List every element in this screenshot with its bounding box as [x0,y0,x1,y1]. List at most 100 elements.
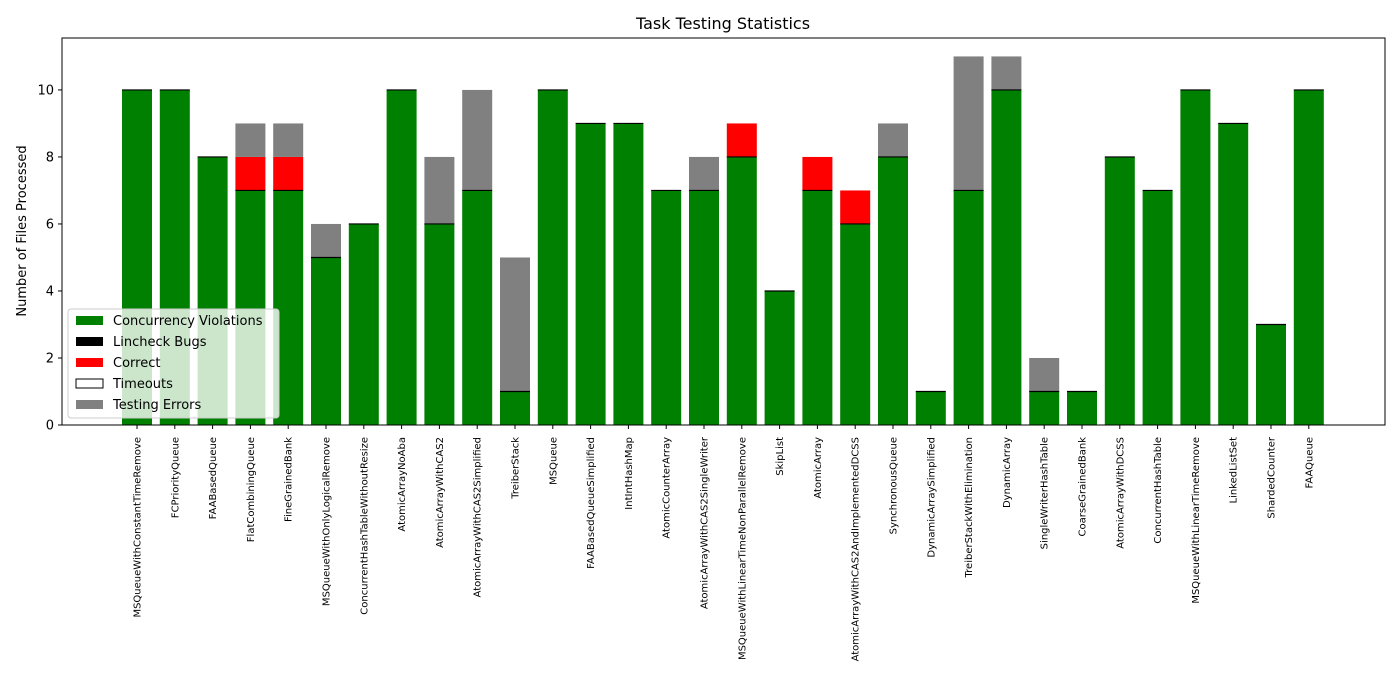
x-tick-label: AtomicArrayWithCAS2Simplified [473,437,484,597]
bar-segment-concurrency-violations [1104,156,1135,425]
bar-segment-testing-errors [878,123,908,157]
bar-segment-concurrency-violations [953,190,984,425]
bar-segment-concurrency-violations [764,290,795,425]
y-tick-label: 2 [46,351,54,366]
x-tick-label: AtomicArray [813,437,824,499]
legend-label: Lincheck Bugs [113,335,207,350]
bar-segment-concurrency-violations [348,223,379,425]
bar-segment-concurrency-violations [500,391,530,425]
bar-segment-concurrency-violations [424,223,455,425]
bar-segment-correct [802,156,833,191]
x-tick-label: FAABasedQueueSimplified [586,437,597,569]
bar-segment-concurrency-violations [386,89,417,426]
x-tick-label: ShardedCounter [1267,436,1278,518]
y-tick-label: 8 [46,150,54,165]
bar-segment-testing-errors [273,123,304,157]
x-tick-label: SkipList [775,437,786,476]
legend-swatch [75,378,104,389]
x-tick-label: SingleWriterHashTable [1040,437,1051,549]
legend-label: Correct [113,356,160,371]
bar-segment-concurrency-violations [689,190,719,425]
bar-segment-correct [840,190,871,224]
x-tick-label: CoarseGrainedBank [1078,437,1089,537]
x-tick-label: DynamicArray [1002,437,1013,508]
x-tick-label: LinkedListSet [1229,437,1240,504]
x-tick-label: AtomicArrayWithCAS2 [435,437,446,548]
y-tick-label: 4 [46,284,54,299]
x-tick-label: MSQueue [548,437,559,485]
x-tick-label: AtomicArrayWithDCSS [1115,437,1126,549]
bar-segment-correct [235,156,266,191]
bars-layer [122,56,1324,426]
x-tick-label: DynamicArraySimplified [926,437,937,558]
x-tick-label: ConcurrentHashTable [1153,437,1164,544]
y-tick-label: 0 [46,419,54,434]
bar-segment-concurrency-violations [613,123,644,425]
x-tick-label: TreiberStackWithElimination [964,437,975,578]
x-tick-label: SynchronousQueue [889,437,900,534]
legend-swatch [76,358,103,367]
bar-segment-concurrency-violations [1293,89,1324,426]
legend: Concurrency Violations Lincheck Bugs Corre… [67,308,280,419]
y-axis-label: Number of Files Processed [15,145,30,316]
bar-segment-concurrency-violations [915,391,946,425]
x-tick-label: ConcurrentHashTableWithoutResize [359,437,370,615]
bar-segment-concurrency-violations [462,190,493,425]
x-tick-label: FineGrainedBank [284,437,295,522]
bar-segment-concurrency-violations [537,89,568,426]
x-tick-label: FlatCombiningQueue [246,437,257,542]
x-tick-label: MSQueueWithLinearTimeNonParallelRemove [737,437,748,660]
bar-segment-concurrency-violations [1218,123,1249,425]
bar-segment-testing-errors [311,223,341,258]
bar-dividers-layer [122,89,1324,393]
bar-segment-testing-errors [1029,357,1060,392]
x-tick-label: AtomicCounterArray [662,437,673,539]
x-tick-label: FAABasedQueue [208,437,219,519]
bar-segment-testing-errors [953,56,984,191]
x-tick-label: IntIntHashMap [624,437,635,510]
bar-segment-correct [726,123,757,157]
x-tick-label: FCPriorityQueue [170,437,181,518]
legend-box [67,308,280,419]
legend-swatch [76,337,103,346]
x-tick-label: AtomicArrayWithCAS2SingleWriter [700,436,711,609]
chart-title: Task Testing Statistics [635,14,810,33]
bar-segment-concurrency-violations [311,257,341,425]
x-tick-label: TreiberStack [511,437,522,500]
bar-segment-concurrency-violations [1142,190,1173,425]
bar-segment-concurrency-violations [991,89,1022,426]
bar-segment-testing-errors [500,257,530,392]
bar-segment-testing-errors [689,156,719,191]
x-tick-label: MSQueueWithLinearTimeRemove [1191,437,1202,604]
axes-layer: 0 2 4 6 8 10 MSQueueWithConstantTimeRemove FCPr… [37,37,1386,661]
bar-segment-concurrency-violations [840,223,871,425]
bar-segment-concurrency-violations [1067,391,1097,425]
y-tick-label: 10 [37,83,54,98]
bar-segment-testing-errors [462,89,493,191]
bar-segment-concurrency-violations [1256,324,1286,425]
x-tick-label: AtomicArrayNoAba [397,437,408,532]
plot-frame [61,37,1386,426]
bar-segment-concurrency-violations [575,123,606,425]
x-tick-label: FAAQueue [1304,437,1315,488]
x-tick-label: MSQueueWithOnlyLogicalRemove [322,437,333,606]
bar-segment-concurrency-violations [802,190,833,425]
bar-segment-testing-errors [424,156,455,224]
x-tick-label: MSQueueWithConstantTimeRemove [133,437,144,618]
legend-label: Timeouts [112,377,173,392]
y-tick-label: 6 [46,217,54,232]
legend-swatch [76,316,103,325]
bar-segment-concurrency-violations [878,156,908,425]
legend-label: Testing Errors [112,398,202,413]
bar-segment-concurrency-violations [1029,391,1060,425]
bar-segment-concurrency-violations [1180,89,1211,426]
bar-segment-testing-errors [235,123,266,157]
bar-segment-concurrency-violations [651,190,682,425]
x-tick-label: AtomicArrayWithCAS2AndImplementedDCSS [851,437,862,661]
legend-label: Concurrency Violations [113,314,263,329]
bar-segment-correct [273,156,304,191]
bar-segment-testing-errors [991,56,1022,90]
legend-swatch [76,400,103,409]
bar-segment-concurrency-violations [726,156,757,425]
